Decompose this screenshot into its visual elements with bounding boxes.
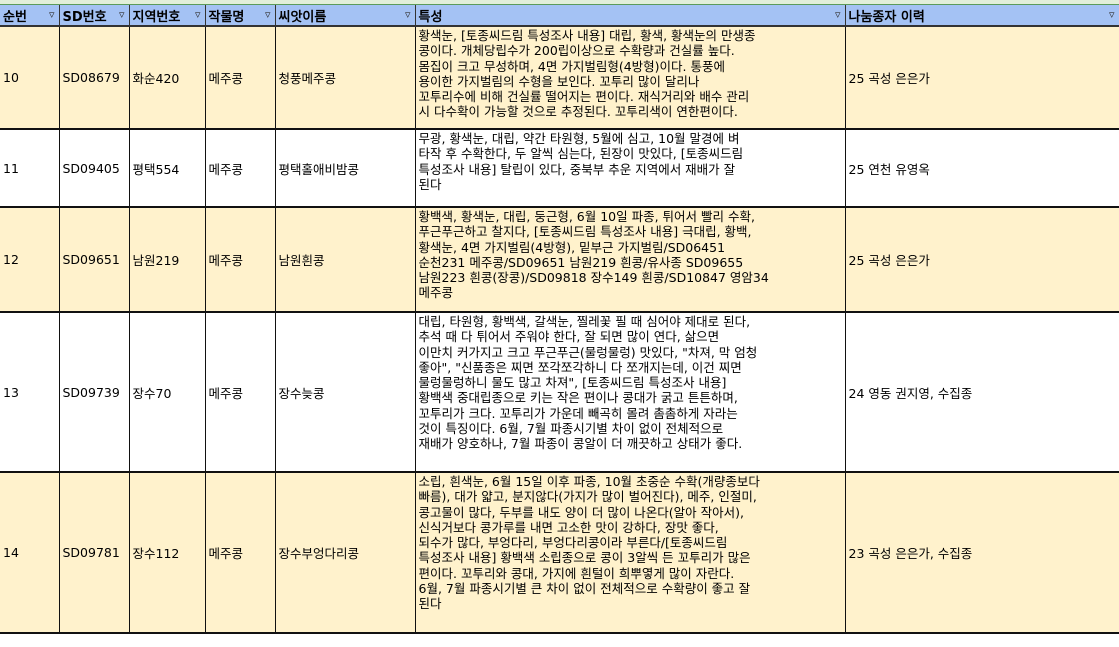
cell-desc[interactable]: 무광, 황색눈, 대립, 약간 타원형, 5월에 심고, 10월 말경에 벼 타… — [415, 129, 846, 208]
cell-history[interactable]: 23 곡성 은은가, 수집종 — [845, 472, 1119, 634]
column-header-seed[interactable]: 씨앗이름 ▿ — [275, 5, 416, 27]
filter-icon[interactable]: ▿ — [834, 8, 841, 21]
cell-region[interactable]: 장수112 — [129, 472, 206, 634]
cell-desc[interactable]: 대립, 타원형, 황백색, 갈색눈, 찔레꽃 필 때 심어야 제대로 된다, 추… — [415, 312, 846, 473]
cell-region[interactable]: 장수70 — [129, 312, 206, 473]
cell-history[interactable]: 25 곡성 은은가 — [845, 26, 1119, 130]
cell-history[interactable]: 24 영동 권지영, 수집종 — [845, 312, 1119, 473]
cell-history[interactable]: 25 연천 유영옥 — [845, 129, 1119, 208]
column-header-history[interactable]: 나눔종자 이력 ▿ — [845, 5, 1119, 27]
table-row: 14 SD09781 장수112 메주콩 장수부엉다리콩 소립, 흰색눈, 6월 15일 … — [0, 472, 1119, 634]
filter-icon[interactable]: ▿ — [194, 8, 201, 21]
cell-no[interactable]: 14 — [0, 472, 60, 634]
column-header-label: 순번 — [3, 9, 27, 25]
cell-sd[interactable]: SD09739 — [59, 312, 130, 473]
cell-no[interactable]: 12 — [0, 207, 60, 313]
filter-icon[interactable]: ▿ — [118, 8, 125, 21]
cell-desc[interactable]: 황색눈, [토종씨드림 특성조사 내용] 대립, 황색, 황색눈의 만생종 콩이… — [415, 26, 846, 130]
cell-seed[interactable]: 청풍메주콩 — [275, 26, 416, 130]
cell-crop[interactable]: 메주콩 — [205, 129, 276, 208]
cell-crop[interactable]: 메주콩 — [205, 26, 276, 130]
cell-no[interactable]: 13 — [0, 312, 60, 473]
cell-crop[interactable]: 메주콩 — [205, 207, 276, 313]
column-header-label: 나눔종자 이력 — [848, 9, 925, 25]
header-row: 순번 ▿ SD번호 ▿ 지역번호 ▿ 작물명 ▿ 씨앗이름 ▿ 특성 ▿ 나눔종자 이력 ▿ — [0, 5, 1119, 27]
table-row: 12 SD09651 남원219 메주콩 남원흰콩 황백색, 황색눈, 대립, 둥근형, … — [0, 207, 1119, 313]
column-header-label: 특성 — [418, 9, 443, 25]
cell-sd[interactable]: SD09405 — [59, 129, 130, 208]
cell-desc[interactable]: 황백색, 황색눈, 대립, 둥근형, 6월 10일 파종, 튀어서 빨리 수확,… — [415, 207, 846, 313]
column-header-label: 지역번호 — [132, 9, 181, 25]
cell-seed[interactable]: 평택홀애비밤콩 — [275, 129, 416, 208]
filter-icon[interactable]: ▿ — [264, 8, 271, 21]
spreadsheet-table: 순번 ▿ SD번호 ▿ 지역번호 ▿ 작물명 ▿ 씨앗이름 ▿ 특성 ▿ 나눔종자 이력 ▿ 10 SD08… — [0, 5, 1119, 634]
cell-region[interactable]: 화순420 — [129, 26, 206, 130]
cell-no[interactable]: 11 — [0, 129, 60, 208]
filter-icon[interactable]: ▿ — [48, 8, 55, 21]
column-header-desc[interactable]: 특성 ▿ — [415, 5, 846, 27]
cell-sd[interactable]: SD09781 — [59, 472, 130, 634]
column-header-label: SD번호 — [62, 9, 107, 25]
column-header-region[interactable]: 지역번호 ▿ — [129, 5, 206, 27]
cell-desc[interactable]: 소립, 흰색눈, 6월 15일 이후 파종, 10월 초중순 수확(개량종보다 … — [415, 472, 846, 634]
cell-seed[interactable]: 장수늦콩 — [275, 312, 416, 473]
column-header-sd[interactable]: SD번호 ▿ — [59, 5, 130, 27]
cell-history[interactable]: 25 곡성 은은가 — [845, 207, 1119, 313]
cell-seed[interactable]: 장수부엉다리콩 — [275, 472, 416, 634]
table-row: 11 SD09405 평택554 메주콩 평택홀애비밤콩 무광, 황색눈, 대립, 약간 … — [0, 129, 1119, 208]
column-header-label: 씨앗이름 — [278, 9, 327, 25]
cell-region[interactable]: 평택554 — [129, 129, 206, 208]
filter-icon[interactable]: ▿ — [1108, 8, 1115, 21]
cell-sd[interactable]: SD08679 — [59, 26, 130, 130]
table-row: 13 SD09739 장수70 메주콩 장수늦콩 대립, 타원형, 황백색, 갈색눈, 찔… — [0, 312, 1119, 473]
cell-crop[interactable]: 메주콩 — [205, 472, 276, 634]
column-header-label: 작물명 — [208, 9, 245, 25]
cell-seed[interactable]: 남원흰콩 — [275, 207, 416, 313]
column-header-no[interactable]: 순번 ▿ — [0, 5, 60, 27]
cell-no[interactable]: 10 — [0, 26, 60, 130]
column-header-crop[interactable]: 작물명 ▿ — [205, 5, 276, 27]
cell-sd[interactable]: SD09651 — [59, 207, 130, 313]
filter-icon[interactable]: ▿ — [404, 8, 411, 21]
cell-crop[interactable]: 메주콩 — [205, 312, 276, 473]
column-header-strip — [0, 0, 1119, 5]
cell-region[interactable]: 남원219 — [129, 207, 206, 313]
table-row: 10 SD08679 화순420 메주콩 청풍메주콩 황색눈, [토종씨드림 특성조사 내… — [0, 26, 1119, 130]
